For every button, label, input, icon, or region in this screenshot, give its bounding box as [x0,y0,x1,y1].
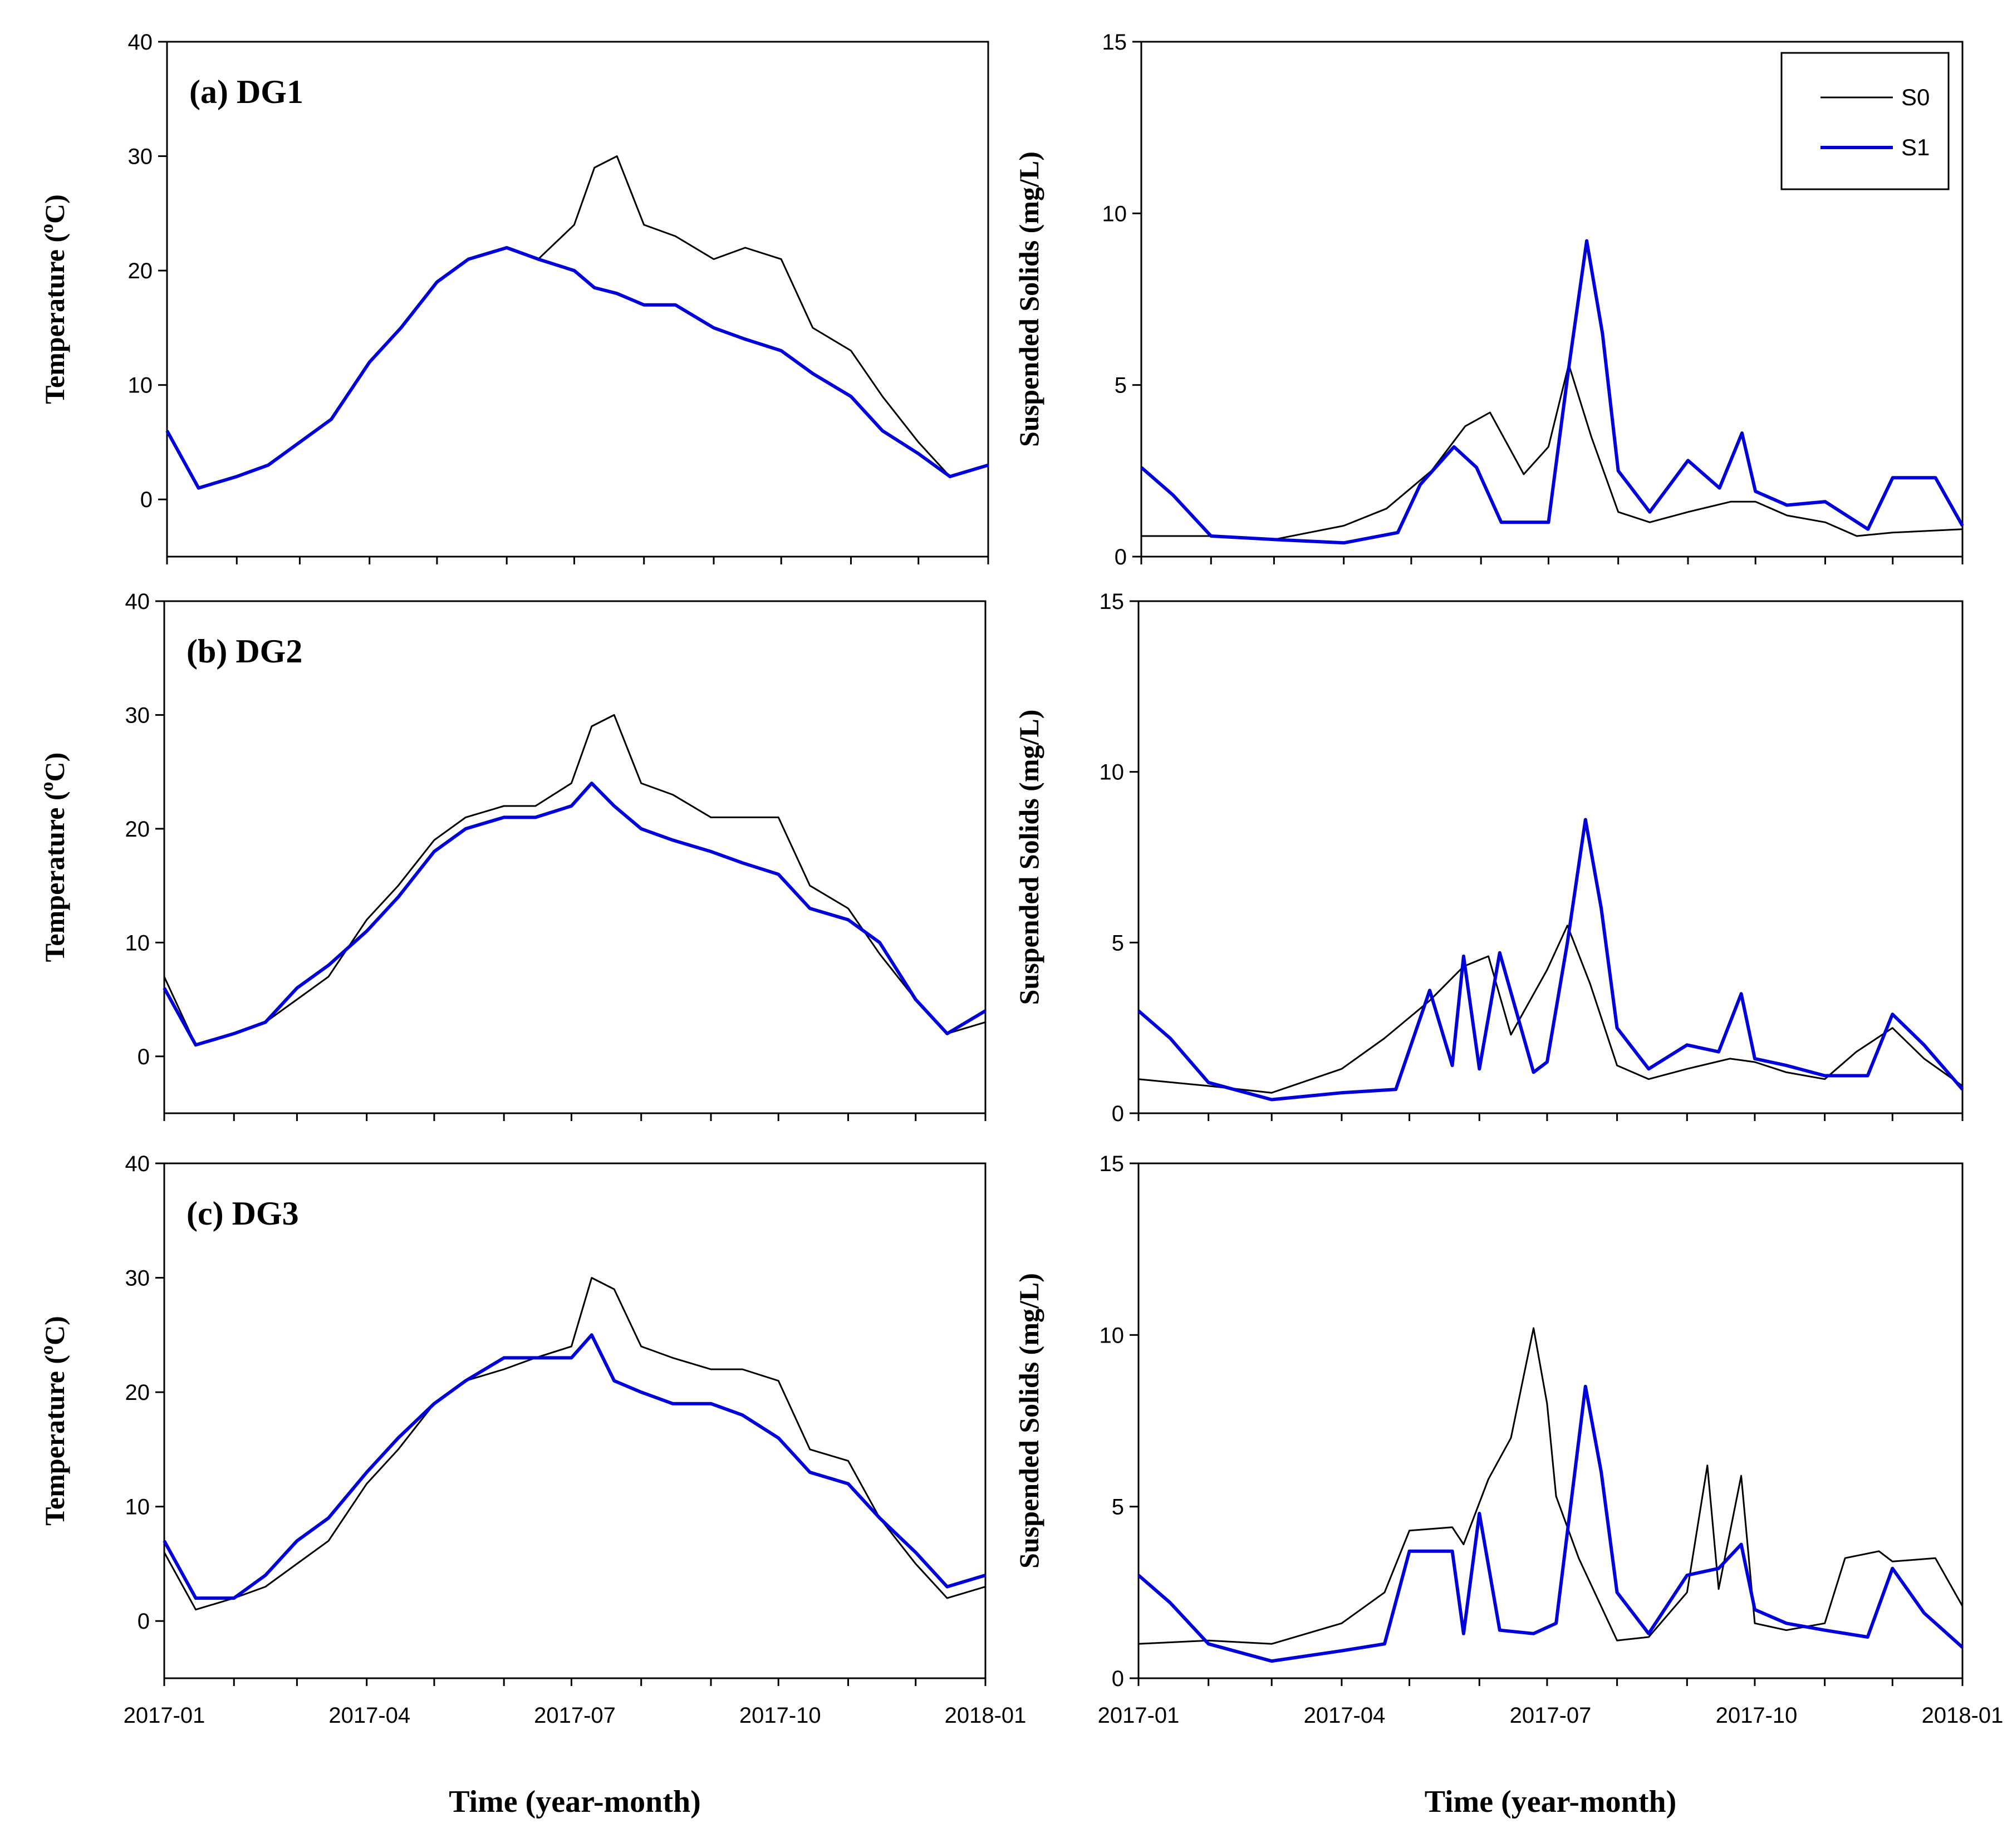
series-line-s0 [166,155,989,489]
y-tick-label: 0 [1112,1667,1124,1691]
x-tick-label: 2017-04 [328,1703,410,1728]
x-tick-label: 2017-01 [1098,1703,1180,1728]
y-axis-label: Temperature (oC) [37,194,70,404]
panel-3: 0 5 10 15 Suspended Solids (mg/L) [1013,589,1964,1126]
y-tick-label: 15 [1102,30,1127,55]
y-tick-label: 20 [128,259,153,283]
y-tick-label: 10 [125,931,150,955]
y-axis-label: Temperature (oC) [37,1316,70,1526]
y-axis-label-tail: C) [39,753,70,782]
x-axis-label: Time (year-month) [1425,1785,1677,1819]
legend-label-s1: S1 [1901,134,1930,160]
y-axis-label-head: Temperature ( [39,233,70,404]
y-axis-label: Temperature (oC) [37,753,70,962]
y-tick-label: 10 [1102,201,1127,226]
y-axis-label-tail: C) [39,194,70,224]
panel-label: (b) DG2 [187,633,302,670]
legend-label-s0: S0 [1901,84,1930,110]
y-tick-label: 20 [125,817,150,842]
y-tick-label: 10 [1100,760,1125,785]
y-tick-label: 15 [1100,1152,1125,1176]
series-line-s0 [1138,1327,1964,1645]
panel-label: (c) DG3 [187,1195,299,1232]
y-tick-label: 0 [140,488,153,512]
series-line-s0 [163,714,986,1046]
y-tick-label: 40 [125,1152,150,1176]
y-axis-label: Suspended Solids (mg/L) [1013,1273,1044,1569]
series-line-s0 [163,1277,986,1611]
plot-frame [1137,1162,1964,1679]
x-tick-label: 2017-07 [534,1703,616,1728]
x-tick-label: 2017-07 [1510,1703,1592,1728]
y-tick-label: 40 [128,30,153,55]
y-axis-label-head: Temperature ( [39,791,70,962]
series-line-s0 [1141,363,1963,540]
y-axis-label-head: Temperature ( [39,1355,70,1526]
y-tick-label: 40 [125,589,150,614]
y-tick-label: 0 [1112,1102,1124,1126]
series-line-s1 [1137,1384,1964,1663]
y-tick-label: 0 [138,1609,150,1634]
panel-2: 0 10 20 30 40 Temperature (oC) (b) DG2 [37,589,987,1121]
y-tick-label: 0 [138,1045,150,1069]
series-line-s1 [163,1333,986,1600]
y-axis-label-sup: o [37,1345,57,1355]
y-axis-label-tail: C) [39,1316,70,1345]
x-tick-label: 2017-04 [1304,1703,1386,1728]
plot-frame [166,41,989,558]
series-line-s1 [163,782,987,1047]
panel-label: (a) DG1 [189,73,303,110]
y-tick-label: 30 [125,703,150,728]
x-tick-label: 2018-01 [1922,1703,2004,1728]
y-tick-label: 10 [128,373,153,398]
plot-frame [163,1162,987,1679]
legend: S0 S1 [1780,52,1950,190]
panel-4: 0 10 20 30 40 2017-01 2017-04 2017-07 2017-10 201… [37,1152,1026,1819]
plot-frame [1140,41,1964,558]
plot-frame [163,600,987,1114]
y-tick-label: 30 [125,1266,150,1291]
y-tick-label: 30 [128,145,153,169]
y-tick-label: 20 [125,1380,150,1405]
series-line-s1 [165,246,989,490]
x-axis-label: Time (year-month) [449,1785,701,1819]
y-axis-label: Suspended Solids (mg/L) [1013,710,1044,1005]
x-tick-label: 2017-10 [1716,1703,1798,1728]
plot-frame [1137,600,1964,1114]
x-tick-label: 2017-01 [124,1703,205,1728]
y-tick-label: 5 [1112,1495,1124,1520]
legend-box [1780,52,1950,190]
y-tick-label: 5 [1115,373,1127,398]
x-tick-label: 2018-01 [945,1703,1027,1728]
series-line-s1 [1140,239,1964,545]
series-line-s1 [1137,818,1964,1102]
y-tick-label: 10 [125,1495,150,1520]
panel-1: 0 5 10 15 Suspended Solids (mg/L) S0 S1 [1013,30,1964,569]
y-tick-label: 0 [1115,545,1127,569]
y-tick-label: 5 [1112,931,1124,955]
panel-0: 0 10 20 30 40 Temperature (oC) (a) DG1 [37,30,989,564]
y-axis-label-sup: o [37,224,57,233]
panel-5: 0 5 10 15 2017-01 2017-04 2017-07 2017-10 2018-0… [1013,1152,2003,1819]
y-tick-label: 10 [1100,1323,1125,1348]
y-tick-label: 15 [1100,589,1125,614]
y-axis-label-sup: o [37,782,57,791]
series-line-s0 [1138,925,1963,1094]
x-tick-label: 2017-10 [739,1703,821,1728]
y-axis-label: Suspended Solids (mg/L) [1013,151,1044,447]
